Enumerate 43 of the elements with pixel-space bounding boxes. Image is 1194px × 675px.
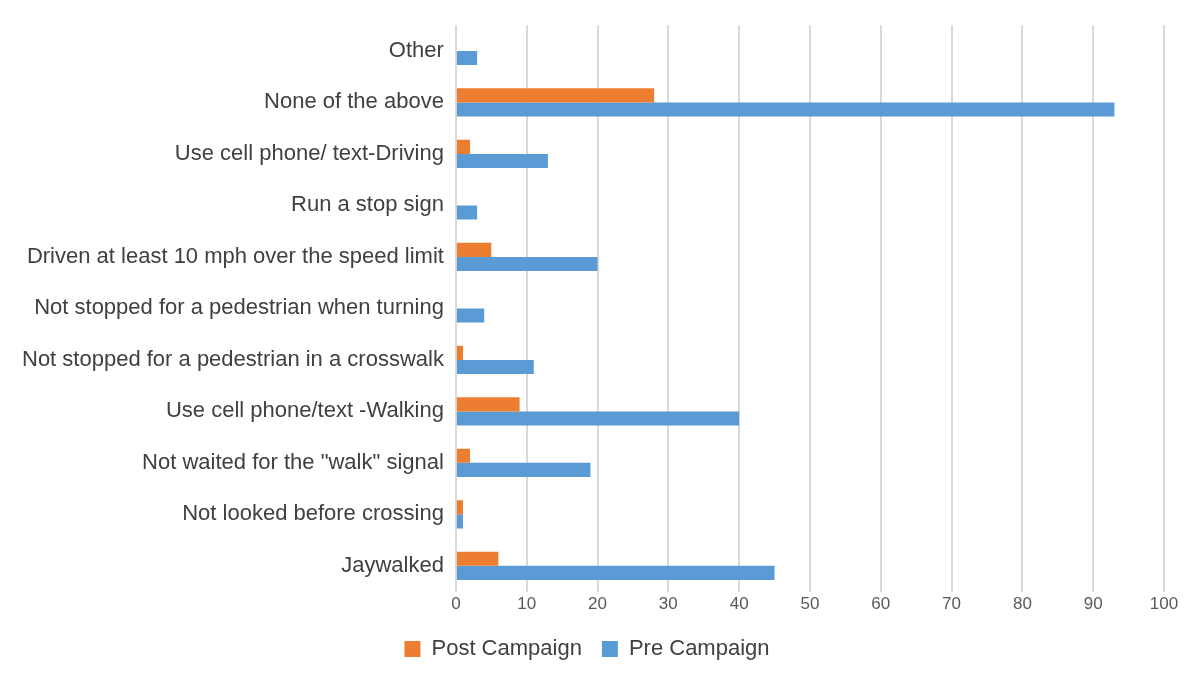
y-tick-label: Use cell phone/ text-Driving <box>174 139 444 165</box>
bar <box>456 308 485 323</box>
y-tick-label: Other <box>388 37 444 63</box>
y-tick-label: Driven at least 10 mph over the speed limit <box>26 242 444 268</box>
bar <box>456 139 471 154</box>
bar <box>456 205 478 220</box>
bar <box>456 448 471 463</box>
bar <box>456 88 655 103</box>
bar <box>456 242 492 257</box>
bar <box>456 256 598 272</box>
bar <box>456 50 478 66</box>
bar <box>456 500 463 515</box>
legend-label: Pre Campaign <box>628 635 770 661</box>
x-tick-label: 50 <box>800 594 820 614</box>
bar <box>456 359 534 375</box>
x-tick-label: 10 <box>517 594 537 614</box>
x-tick-label: 30 <box>658 594 678 614</box>
x-tick-label: 40 <box>729 594 749 614</box>
bar <box>456 153 548 169</box>
x-tick-label: 80 <box>1012 594 1032 614</box>
y-tick-label: None of the above <box>264 88 444 114</box>
x-tick-label: 100 <box>1149 594 1179 614</box>
bar <box>456 411 740 426</box>
bar <box>456 565 775 581</box>
bar <box>456 102 1115 117</box>
bar <box>456 514 463 529</box>
y-tick-label: Not stopped for a pedestrian when turning <box>34 294 444 320</box>
y-tick-label: Not waited for the "walk" signal <box>142 448 444 474</box>
bar <box>456 551 499 566</box>
bar <box>456 397 520 412</box>
x-tick-label: 0 <box>451 594 461 614</box>
y-tick-label: Run a stop sign <box>291 191 444 217</box>
x-tick-label: 60 <box>871 594 891 614</box>
x-tick-label: 90 <box>1083 594 1103 614</box>
y-tick-label: Not stopped for a pedestrian in a crosswalk <box>22 345 445 371</box>
x-tick-label: 70 <box>942 594 962 614</box>
x-tick-label: 20 <box>588 594 607 614</box>
bar <box>456 345 463 360</box>
legend-label: Post Campaign <box>431 635 582 661</box>
y-tick-label: Not looked before crossing <box>182 500 444 526</box>
bar <box>456 462 591 478</box>
y-tick-label: Use cell phone/text -Walking <box>165 397 444 423</box>
y-tick-label: Jaywalked <box>341 551 444 577</box>
